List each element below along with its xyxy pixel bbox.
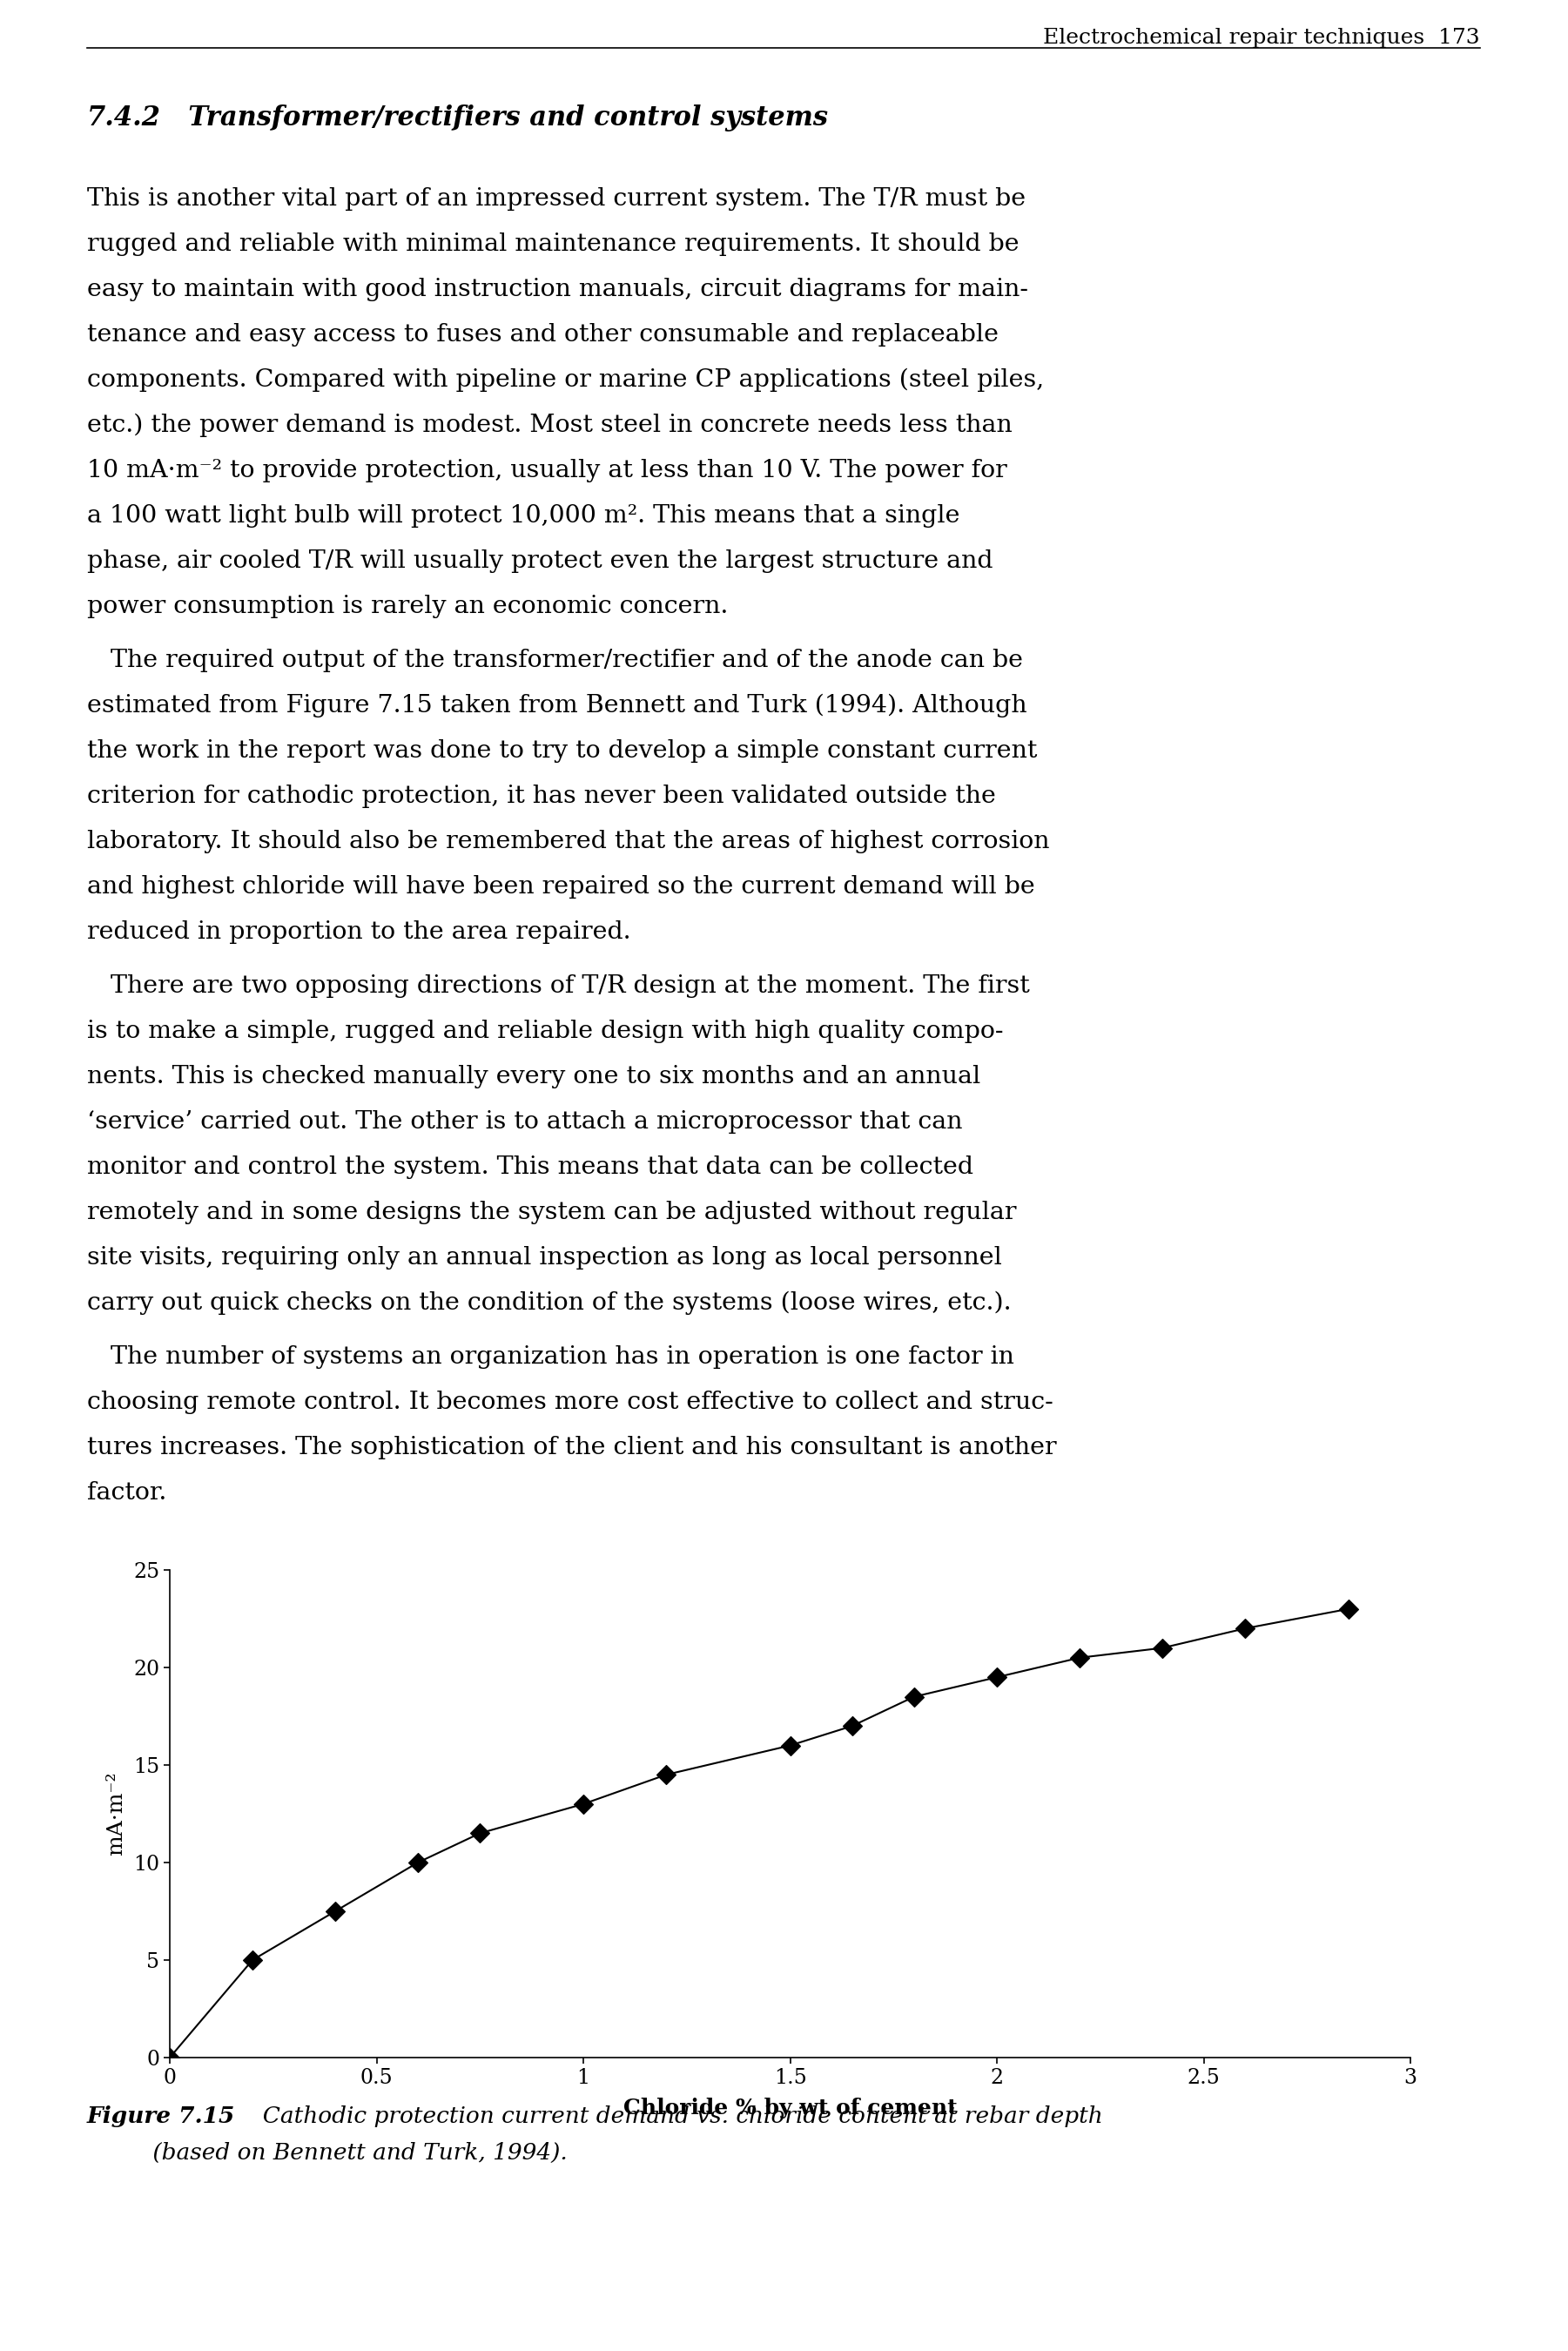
Text: etc.) the power demand is modest. Most steel in concrete needs less than: etc.) the power demand is modest. Most s… <box>88 414 1013 437</box>
Text: carry out quick checks on the condition of the systems (loose wires, etc.).: carry out quick checks on the condition … <box>88 1291 1011 1314</box>
Point <box>323 1893 348 1930</box>
Point <box>985 1657 1010 1695</box>
Text: tures increases. The sophistication of the client and his consultant is another: tures increases. The sophistication of t… <box>88 1436 1057 1460</box>
Text: the work in the report was done to try to develop a simple constant current: the work in the report was done to try t… <box>88 738 1038 762</box>
Text: ‘service’ carried out. The other is to attach a microprocessor that can: ‘service’ carried out. The other is to a… <box>88 1110 963 1133</box>
Text: rugged and reliable with minimal maintenance requirements. It should be: rugged and reliable with minimal mainten… <box>88 233 1019 256</box>
Point <box>467 1815 492 1853</box>
Text: remotely and in some designs the system can be adjusted without regular: remotely and in some designs the system … <box>88 1201 1016 1225</box>
Text: phase, air cooled T/R will usually protect even the largest structure and: phase, air cooled T/R will usually prote… <box>88 550 993 574</box>
Point <box>240 1942 265 1980</box>
Point <box>571 1784 596 1822</box>
Text: tenance and easy access to fuses and other consumable and replaceable: tenance and easy access to fuses and oth… <box>88 322 999 346</box>
Text: The number of systems an organization has in operation is one factor in: The number of systems an organization ha… <box>88 1345 1014 1368</box>
Point <box>406 1843 431 1881</box>
Text: 10 mA·m⁻² to provide protection, usually at less than 10 V. The power for: 10 mA·m⁻² to provide protection, usually… <box>88 458 1007 482</box>
Point <box>902 1679 927 1716</box>
Point <box>157 2038 182 2076</box>
Text: monitor and control the system. This means that data can be collected: monitor and control the system. This mea… <box>88 1154 974 1178</box>
Text: estimated from Figure 7.15 taken from Bennett and Turk (1994). Although: estimated from Figure 7.15 taken from Be… <box>88 694 1027 717</box>
Text: criterion for cathodic protection, it has never been validated outside the: criterion for cathodic protection, it ha… <box>88 785 996 809</box>
X-axis label: Chloride % by wt of cement: Chloride % by wt of cement <box>622 2097 956 2118</box>
Text: and highest chloride will have been repaired so the current demand will be: and highest chloride will have been repa… <box>88 875 1035 898</box>
Text: Transformer/rectifiers and control systems: Transformer/rectifiers and control syste… <box>169 103 828 132</box>
Text: Cathodic protection current demand vs. chloride content at rebar depth: Cathodic protection current demand vs. c… <box>248 2106 1102 2128</box>
Point <box>1149 1629 1174 1667</box>
Text: components. Compared with pipeline or marine CP applications (steel piles,: components. Compared with pipeline or ma… <box>88 369 1044 393</box>
Text: 7.4.2: 7.4.2 <box>88 103 162 132</box>
Text: This is another vital part of an impressed current system. The T/R must be: This is another vital part of an impress… <box>88 188 1025 212</box>
Text: Electrochemical repair techniques  173: Electrochemical repair techniques 173 <box>1043 28 1480 47</box>
Point <box>1232 1610 1258 1648</box>
Text: site visits, requiring only an annual inspection as long as local personnel: site visits, requiring only an annual in… <box>88 1246 1002 1270</box>
Point <box>778 1726 803 1763</box>
Text: a 100 watt light bulb will protect 10,000 m². This means that a single: a 100 watt light bulb will protect 10,00… <box>88 503 960 527</box>
Text: reduced in proportion to the area repaired.: reduced in proportion to the area repair… <box>88 919 630 943</box>
Text: choosing remote control. It becomes more cost effective to collect and struc-: choosing remote control. It becomes more… <box>88 1389 1054 1413</box>
Point <box>1336 1589 1361 1627</box>
Text: The required output of the transformer/rectifier and of the anode can be: The required output of the transformer/r… <box>88 649 1022 672</box>
Text: is to make a simple, rugged and reliable design with high quality compo-: is to make a simple, rugged and reliable… <box>88 1020 1004 1044</box>
Point <box>1068 1639 1093 1676</box>
Text: Figure 7.15: Figure 7.15 <box>88 2106 235 2128</box>
Text: power consumption is rarely an economic concern.: power consumption is rarely an economic … <box>88 595 728 618</box>
Text: (based on Bennett and Turk, 1994).: (based on Bennett and Turk, 1994). <box>88 2142 568 2163</box>
Point <box>839 1707 864 1744</box>
Point <box>654 1756 679 1794</box>
Y-axis label: mA·m⁻²: mA·m⁻² <box>107 1773 125 1855</box>
Text: easy to maintain with good instruction manuals, circuit diagrams for main-: easy to maintain with good instruction m… <box>88 277 1029 301</box>
Text: There are two opposing directions of T/R design at the moment. The first: There are two opposing directions of T/R… <box>88 973 1030 997</box>
Text: factor.: factor. <box>88 1481 166 1505</box>
Text: nents. This is checked manually every one to six months and an annual: nents. This is checked manually every on… <box>88 1065 980 1089</box>
Text: laboratory. It should also be remembered that the areas of highest corrosion: laboratory. It should also be remembered… <box>88 830 1049 853</box>
